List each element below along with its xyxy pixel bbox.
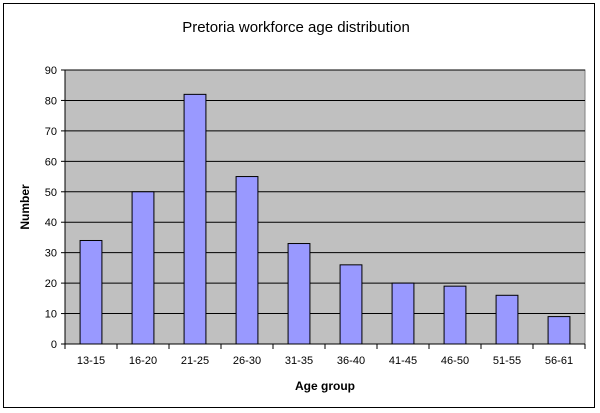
y-axis-title: Number <box>18 184 32 230</box>
chart-title: Pretoria workforce age distribution <box>182 19 410 36</box>
y-tick-label: 40 <box>45 217 57 229</box>
x-tick-label: 13-15 <box>77 355 105 367</box>
y-tick-label: 0 <box>51 339 57 351</box>
y-tick-label: 80 <box>45 95 57 107</box>
bar-13-15 <box>79 239 103 345</box>
x-tick-label: 56-61 <box>545 355 573 367</box>
x-tick-label: 51-55 <box>493 355 521 367</box>
bar-26-30 <box>235 176 259 345</box>
bar-21-25 <box>183 93 207 345</box>
y-tick-label: 90 <box>45 65 57 77</box>
bar-41-45 <box>391 282 415 345</box>
bar-46-50 <box>443 285 467 345</box>
x-tick-label: 21-25 <box>181 355 209 367</box>
bar-36-40 <box>339 264 363 345</box>
x-tick-label: 36-40 <box>337 355 365 367</box>
bar-56-61 <box>547 316 571 345</box>
y-tick-label: 20 <box>45 278 57 290</box>
bar-31-35 <box>287 243 311 345</box>
x-tick-label: 26-30 <box>233 355 261 367</box>
x-tick-label: 41-45 <box>389 355 417 367</box>
y-tick-label: 30 <box>45 248 57 260</box>
bar-51-55 <box>495 294 519 345</box>
y-tick-label: 60 <box>45 156 57 168</box>
x-tick-label: 46-50 <box>441 355 469 367</box>
bar-16-20 <box>131 191 155 345</box>
x-tick-label: 31-35 <box>285 355 313 367</box>
x-axis-ticks: 13-15 16-20 21-25 26-30 31-35 36-40 41-45 46-50… <box>64 344 586 367</box>
y-axis-ticks: 0 10 20 30 40 50 60 70 80 90 <box>45 65 65 351</box>
y-tick-label: 50 <box>45 187 57 199</box>
y-tick-label: 70 <box>45 126 57 138</box>
bars <box>79 93 571 345</box>
x-tick-label: 16-20 <box>129 355 157 367</box>
x-axis-title: Age group <box>295 379 355 393</box>
y-tick-label: 10 <box>45 309 57 321</box>
